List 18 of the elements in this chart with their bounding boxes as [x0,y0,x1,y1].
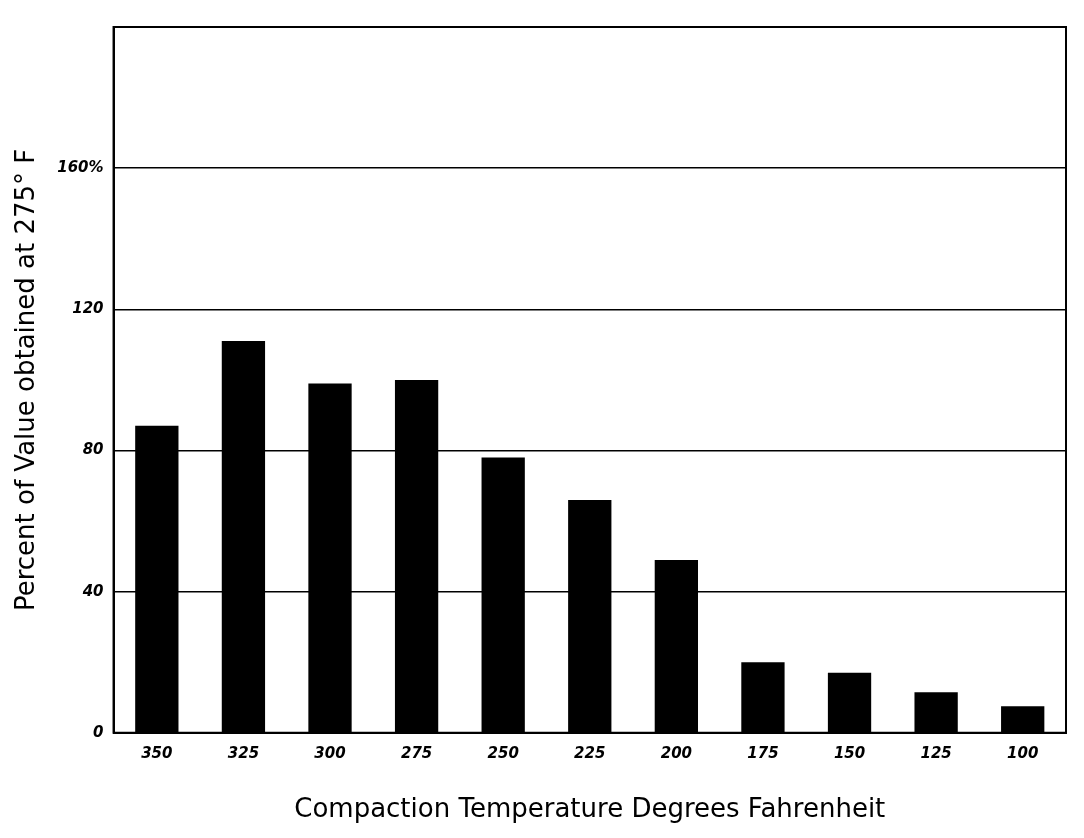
x-tick-label: 300 [314,743,346,762]
x-tick-label: 275 [400,743,433,762]
x-tick-label: 150 [833,743,866,762]
y-tick-label: 120 [72,299,104,318]
x-tick-label: 350 [141,743,173,762]
x-axis-title: Compaction Temperature Degrees Fahrenheit [294,793,886,824]
y-tick-label: 0 [93,722,104,741]
x-tick-label: 225 [574,743,606,762]
y-axis-title: Percent of Value obtained at 275° F [10,148,41,612]
x-tick-label: 125 [920,743,952,762]
x-tick-label: 325 [227,743,260,762]
y-tick-label: 160% [57,158,104,177]
x-tick-label: 100 [1007,743,1039,762]
x-tick-label: 200 [660,743,693,762]
y-tick-label: 40 [81,581,104,600]
x-tick-label: 175 [747,743,779,762]
y-tick-label: 80 [82,440,104,459]
x-tick-label: 250 [487,743,519,762]
